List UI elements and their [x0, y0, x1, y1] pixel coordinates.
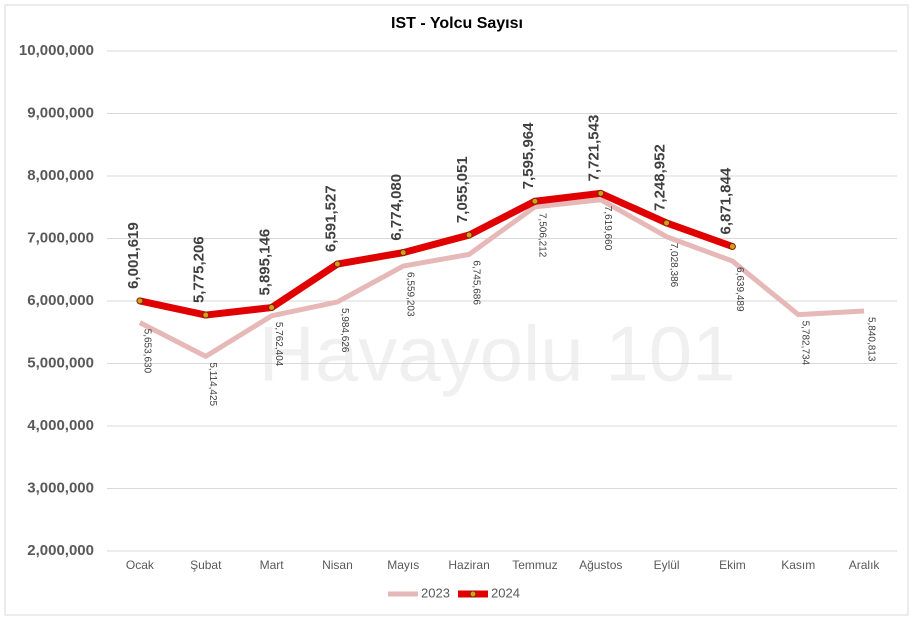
y-tick-label: 6,000,000: [27, 292, 94, 309]
data-label: 6,001,619: [125, 222, 142, 289]
data-label: 5,653,630: [141, 329, 152, 374]
data-label: 6,774,080: [388, 174, 405, 241]
x-tick-label: Mayıs: [387, 558, 419, 572]
chart-border: [4, 4, 909, 616]
data-label: 7,721,543: [586, 115, 603, 182]
point-marker: [202, 311, 210, 319]
x-tick-label: Eylül: [654, 558, 680, 572]
y-tick-label: 4,000,000: [27, 417, 94, 434]
data-label: 6,639,489: [734, 267, 745, 312]
y-tick-label: 9,000,000: [27, 104, 94, 121]
y-tick-label: 2,000,000: [27, 542, 94, 559]
point-marker: [136, 297, 144, 305]
x-tick-label: Ağustos: [579, 558, 622, 572]
data-label: 5,114,425: [207, 362, 218, 406]
data-label: 5,840,813: [865, 317, 876, 362]
x-tick-label: Haziran: [448, 558, 489, 572]
data-label: 5,762,404: [273, 322, 284, 367]
x-tick-label: Ocak: [126, 558, 155, 572]
y-tick-label: 10,000,000: [19, 42, 94, 59]
y-tick-label: 5,000,000: [27, 354, 94, 371]
point-marker: [268, 304, 276, 312]
point-marker: [531, 197, 539, 205]
y-tick-label: 7,000,000: [27, 229, 94, 246]
data-label: 7,506,212: [536, 213, 547, 258]
data-label: 7,055,051: [454, 156, 471, 223]
legend-label: 2023: [421, 585, 450, 600]
data-label: 6,559,203: [405, 272, 416, 317]
x-tick-label: Mart: [260, 558, 285, 572]
x-tick-label: Temmuz: [512, 558, 557, 572]
series-line: [138, 197, 865, 359]
point-marker: [399, 249, 407, 257]
x-tick-label: Aralık: [849, 558, 881, 572]
series-line: [139, 189, 734, 319]
legend-marker: [469, 590, 477, 598]
x-tick-label: Kasım: [781, 558, 815, 572]
data-label: 6,591,527: [322, 185, 339, 252]
data-label: 6,871,844: [717, 167, 734, 234]
data-label: 7,619,660: [602, 206, 613, 251]
legend-label: 2024: [491, 585, 520, 600]
watermark: Havayolu 101: [259, 310, 736, 398]
data-label: 6,745,686: [470, 260, 481, 305]
x-tick-label: Ekim: [719, 558, 746, 572]
point-marker: [663, 219, 671, 227]
data-label: 5,895,146: [257, 229, 274, 296]
data-label: 7,028,386: [668, 243, 679, 288]
y-tick-label: 3,000,000: [27, 479, 94, 496]
data-label: 5,984,626: [339, 308, 350, 353]
point-marker: [465, 231, 473, 239]
data-label: 7,248,952: [652, 144, 669, 211]
x-tick-label: Nisan: [322, 558, 353, 572]
data-label: 7,595,964: [520, 122, 537, 189]
point-marker: [333, 260, 341, 268]
data-label: 5,782,734: [800, 321, 811, 366]
data-label: 5,775,206: [191, 236, 208, 303]
point-marker: [728, 243, 736, 251]
y-tick-label: 8,000,000: [27, 167, 94, 184]
chart-title: IST - Yolcu Sayısı: [391, 15, 523, 32]
point-marker: [597, 189, 605, 197]
x-tick-label: Şubat: [190, 558, 222, 572]
